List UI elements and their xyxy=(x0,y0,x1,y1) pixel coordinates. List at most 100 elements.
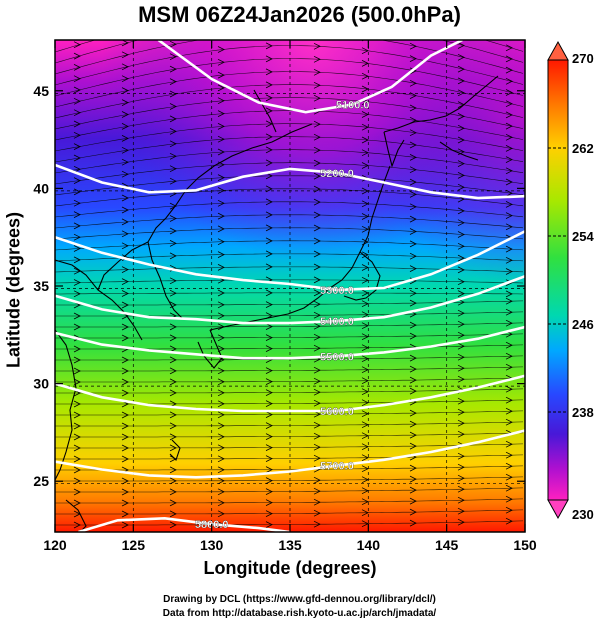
streamline-arrow xyxy=(313,454,321,462)
streamline-arrow xyxy=(313,388,321,396)
y-tick-label: 35 xyxy=(33,278,49,294)
streamline-arrow xyxy=(169,215,177,222)
streamline-arrow xyxy=(169,466,177,474)
streamline-arrow xyxy=(361,454,369,462)
streamline-arrow xyxy=(266,17,272,23)
streamline-arrow xyxy=(265,323,273,330)
streamline-arrow xyxy=(265,433,273,440)
streamline-arrow xyxy=(170,16,176,22)
streamline-arrow xyxy=(73,422,81,430)
streamline-arrow xyxy=(361,123,369,131)
x-tick-label: 145 xyxy=(435,537,459,553)
coastlines xyxy=(55,75,499,532)
streamline-arrow xyxy=(265,289,273,297)
streamline-arrow xyxy=(217,123,225,130)
streamline-arrow xyxy=(73,52,81,60)
streamline-arrow xyxy=(121,455,129,463)
streamline-arrow xyxy=(457,266,465,274)
streamline-arrow xyxy=(505,341,513,349)
streamline-arrow xyxy=(73,165,81,173)
streamline-arrow xyxy=(457,278,465,286)
streamline-arrow xyxy=(361,225,369,233)
contour-line xyxy=(55,374,525,413)
streamline-arrow xyxy=(121,290,129,297)
streamline-arrow xyxy=(73,131,81,139)
streamline-arrow xyxy=(313,344,321,352)
streamline-arrow xyxy=(121,477,129,485)
streamline-arrow xyxy=(457,42,465,49)
streamline-arrow xyxy=(457,474,465,482)
streamline-arrow xyxy=(313,263,321,271)
streamline-arrow xyxy=(217,389,225,397)
streamline-arrow xyxy=(505,245,513,253)
streamline-arrow xyxy=(505,77,513,85)
streamline-arrow xyxy=(409,442,417,450)
y-tick-label: 45 xyxy=(33,83,49,99)
streamline-arrow xyxy=(505,201,513,208)
streamline-arrow xyxy=(169,165,177,173)
streamline-arrow xyxy=(73,154,81,162)
x-tick-label: 140 xyxy=(357,537,381,553)
streamline-arrow xyxy=(505,122,513,130)
streamline-arrow xyxy=(409,321,417,329)
streamline-arrow xyxy=(121,51,129,59)
streamline-arrow xyxy=(169,378,177,386)
streamline-arrow xyxy=(361,432,369,440)
streamline-arrow xyxy=(217,466,225,474)
streamline-arrow xyxy=(457,207,465,215)
streamline-arrow xyxy=(457,320,465,328)
streamline-arrow xyxy=(121,194,129,202)
streamline-arrow xyxy=(121,218,129,226)
streamline-arrow xyxy=(409,141,417,149)
streamline-arrow xyxy=(217,345,225,353)
x-axis-label: Longitude (degrees) xyxy=(203,558,377,578)
streamline-arrow xyxy=(217,148,225,156)
colorbar-tick-label: 246 xyxy=(572,317,594,332)
streamline-arrow xyxy=(73,41,81,49)
streamline-arrow xyxy=(409,104,417,112)
streamline-arrow xyxy=(121,87,129,94)
streamline-arrow xyxy=(73,345,81,353)
streamline-arrow xyxy=(169,65,177,73)
streamline-arrow xyxy=(73,211,81,218)
streamline-arrow xyxy=(505,462,513,470)
streamline xyxy=(55,399,524,405)
streamline-arrow xyxy=(409,387,417,395)
streamline-arrow xyxy=(73,86,81,94)
streamline-arrow xyxy=(73,97,81,105)
streamline-arrow xyxy=(505,167,513,175)
streamline-arrow xyxy=(265,334,273,341)
streamline-arrow xyxy=(457,430,465,438)
streamline-arrow xyxy=(313,159,321,167)
streamline-arrow xyxy=(361,366,369,374)
streamline-arrow xyxy=(265,422,273,429)
streamline-arrow xyxy=(457,136,465,144)
streamline-arrow xyxy=(313,42,321,50)
colorbar-top-triangle xyxy=(547,40,569,61)
x-tick-label: 150 xyxy=(513,537,537,553)
streamline-arrow xyxy=(73,109,81,117)
streamline-arrow xyxy=(505,308,513,316)
streamline-arrow xyxy=(121,206,129,214)
streamline-arrow xyxy=(169,334,177,342)
streamline-arrow xyxy=(217,97,225,105)
streamline-arrow xyxy=(169,289,177,297)
streamline-arrow xyxy=(313,172,321,180)
streamline-arrow xyxy=(313,68,321,76)
streamline-arrow xyxy=(409,486,417,494)
streamline-arrow xyxy=(217,400,225,408)
streamline-arrow xyxy=(505,55,513,63)
streamline-arrow xyxy=(73,499,81,507)
streamline-arrow xyxy=(505,111,513,119)
streamline-arrow xyxy=(73,411,81,419)
streamline-arrow xyxy=(409,519,417,527)
streamline-arrow xyxy=(73,245,81,252)
streamline-arrow xyxy=(73,290,81,298)
streamline-arrow xyxy=(169,227,177,235)
streamline-arrow xyxy=(169,152,177,160)
streamline-arrow xyxy=(457,375,465,383)
streamline-arrow xyxy=(361,498,369,506)
streamline-arrow xyxy=(457,364,465,372)
streamline-arrow xyxy=(313,443,321,451)
